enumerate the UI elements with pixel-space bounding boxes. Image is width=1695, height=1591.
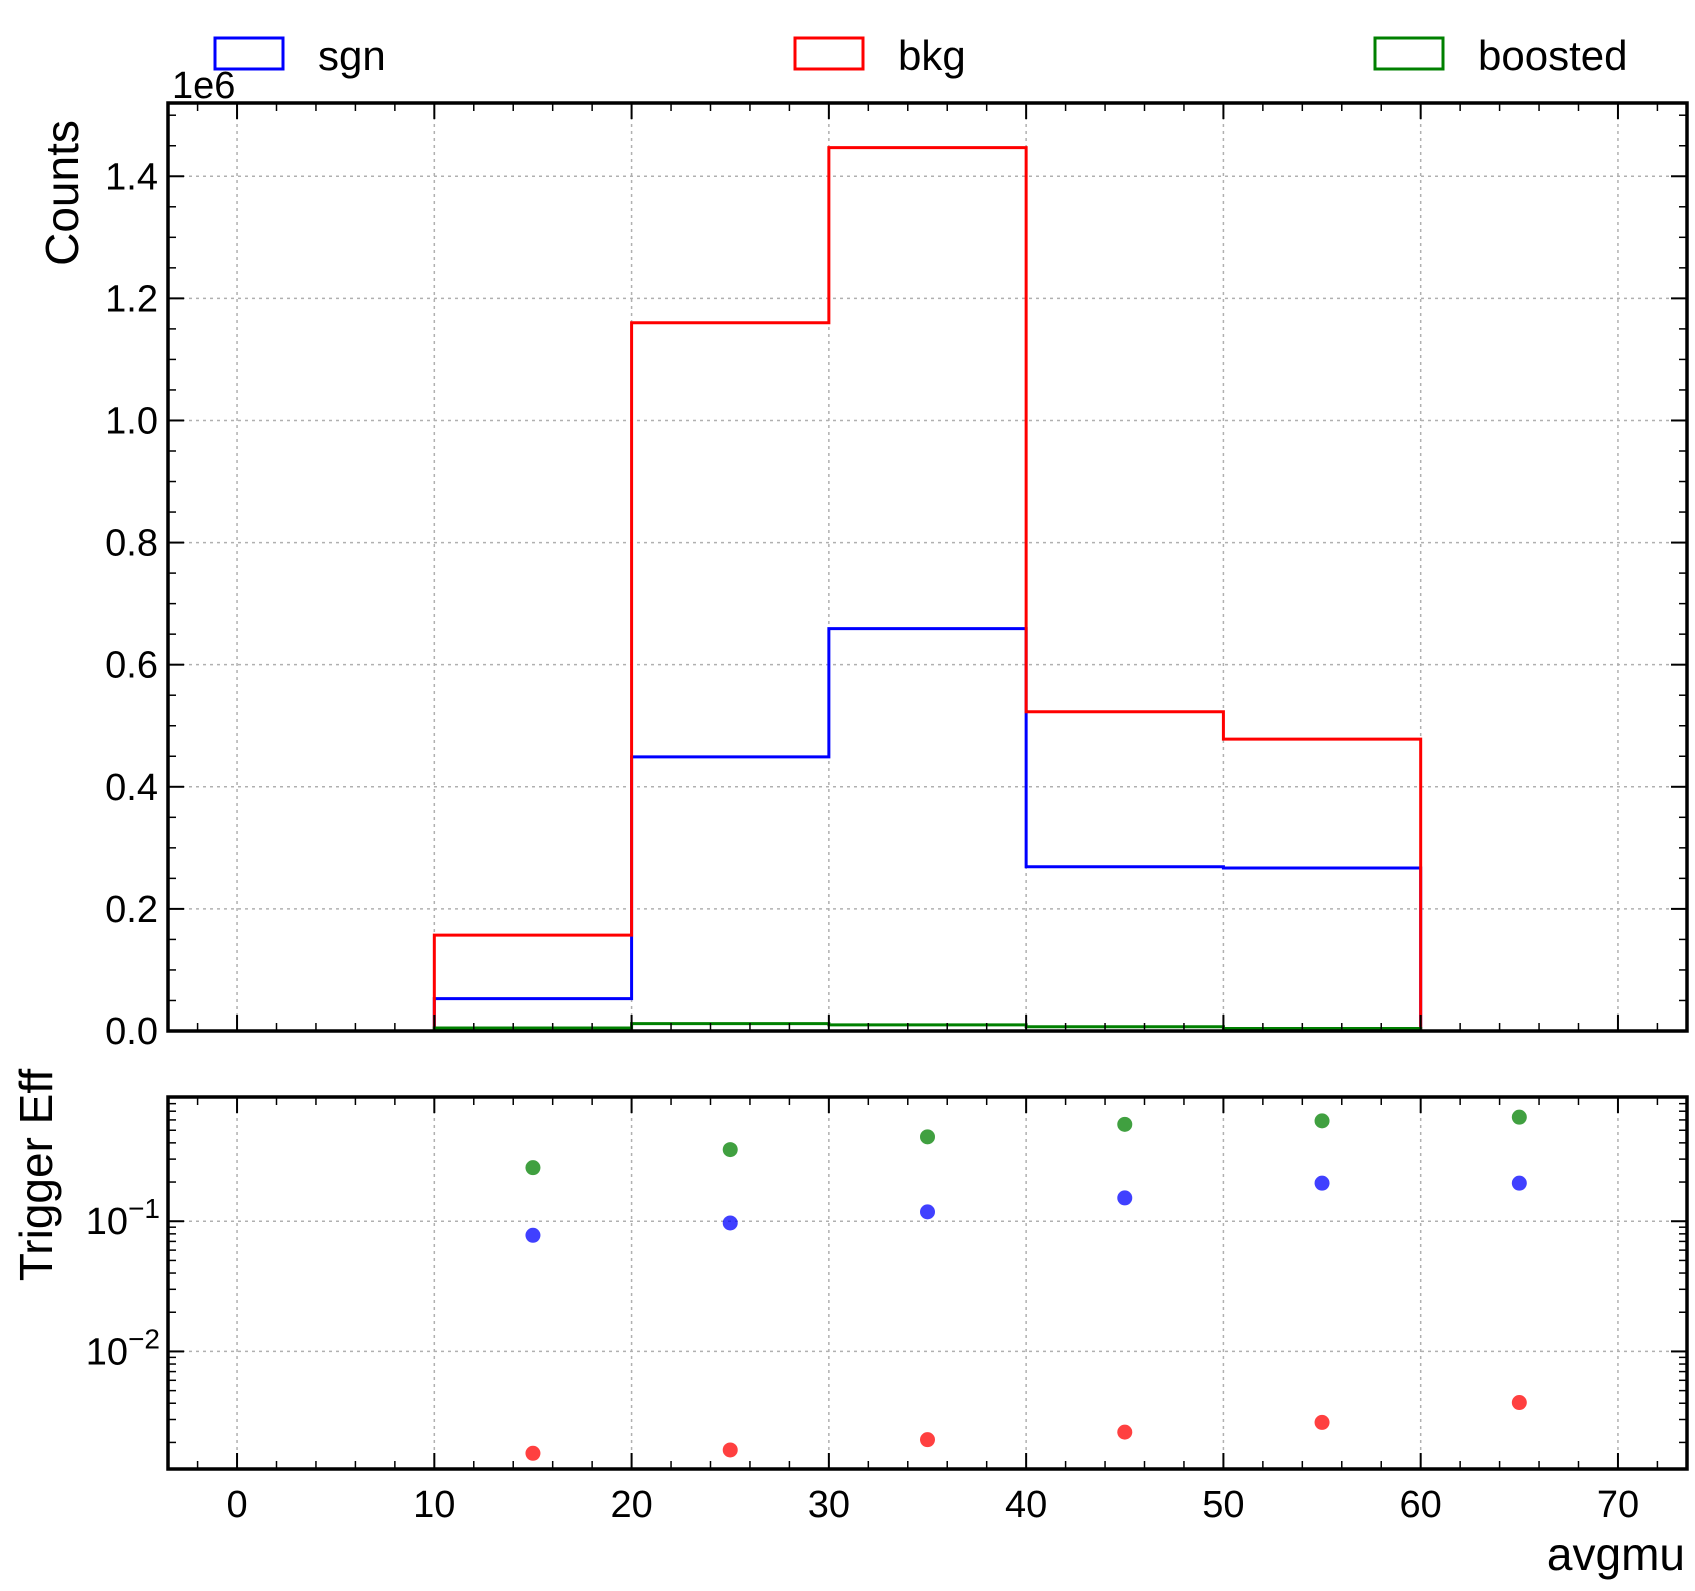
counts-ytick-label-3: 0.6 bbox=[105, 645, 158, 687]
trigger-eff-xlabel: avgmu bbox=[1547, 1528, 1685, 1580]
trigger-eff-xtick-label-0: 0 bbox=[226, 1484, 247, 1526]
counts-ytick-label-6: 1.2 bbox=[105, 278, 158, 320]
counts-ytick-label-7: 1.4 bbox=[105, 156, 158, 198]
counts-grid bbox=[168, 103, 1687, 1032]
trigger-eff-xtick-label-4: 40 bbox=[1005, 1484, 1047, 1526]
legend-label-bkg: bkg bbox=[898, 32, 966, 79]
point-bkg-3 bbox=[1117, 1424, 1133, 1440]
counts-ytick-label-0: 0.0 bbox=[105, 1011, 158, 1053]
point-boosted-3 bbox=[1117, 1116, 1133, 1132]
counts-ytick-label-5: 1.0 bbox=[105, 400, 158, 442]
trigger-eff-xtick-label-6: 60 bbox=[1400, 1484, 1442, 1526]
trigger-eff-frame bbox=[166, 1095, 1689, 1471]
counts-ytick-label-4: 0.8 bbox=[105, 523, 158, 565]
legend-label-boosted: boosted bbox=[1478, 32, 1627, 79]
counts-offset-text: 1e6 bbox=[172, 65, 235, 107]
point-sgn-3 bbox=[1117, 1190, 1133, 1206]
trigger-eff-xtick-label-5: 50 bbox=[1202, 1484, 1244, 1526]
point-boosted-1 bbox=[722, 1142, 738, 1158]
point-boosted-2 bbox=[920, 1129, 935, 1145]
point-sgn-4 bbox=[1314, 1175, 1330, 1191]
point-bkg-5 bbox=[1511, 1395, 1527, 1411]
counts-ylabel: Counts bbox=[36, 120, 88, 266]
point-sgn-5 bbox=[1511, 1175, 1527, 1191]
point-bkg-1 bbox=[722, 1442, 738, 1458]
trigger-eff-ylabel: Trigger Eff bbox=[10, 1069, 62, 1281]
point-sgn-2 bbox=[920, 1204, 935, 1220]
trigger-eff-ytick-label-1: 10−2 bbox=[86, 1323, 160, 1373]
trigger-eff-grid bbox=[168, 1097, 1687, 1469]
counts-ticks: 0.0 0.2 0.4 0.6 0.8 1.0 1.2 1.4 bbox=[105, 103, 1687, 1053]
series-line-boosted bbox=[237, 1022, 1618, 1033]
trigger-eff-ticks: 0 10 20 30 40 50 60 70 10−1 10−2 bbox=[86, 1096, 1687, 1526]
legend-swatch-sgn bbox=[213, 36, 285, 71]
trigger-eff-xtick-label-7: 70 bbox=[1597, 1484, 1639, 1526]
counts-panel: 0.0 0.2 0.4 0.6 0.8 1.0 1.2 1.4 Counts 1e6 bbox=[36, 65, 1689, 1053]
point-sgn-0 bbox=[525, 1227, 541, 1243]
trigger-eff-points bbox=[525, 1109, 1527, 1461]
trigger-eff-xtick-label-1: 10 bbox=[413, 1484, 455, 1526]
series-line-sgn bbox=[237, 627, 1618, 1033]
point-bkg-0 bbox=[525, 1445, 541, 1461]
legend-label-sgn: sgn bbox=[318, 32, 386, 79]
counts-ytick-label-2: 0.4 bbox=[105, 767, 158, 809]
counts-ytick-label-1: 0.2 bbox=[105, 889, 158, 931]
legend-swatch-bkg bbox=[793, 36, 865, 71]
series-line-bkg bbox=[237, 146, 1618, 1033]
counts-series bbox=[237, 146, 1618, 1033]
point-bkg-4 bbox=[1314, 1414, 1330, 1430]
trigger-eff-xtick-label-3: 30 bbox=[808, 1484, 850, 1526]
trigger-eff-xtick-label-2: 20 bbox=[610, 1484, 652, 1526]
legend: sgn bkg boosted bbox=[213, 32, 1627, 79]
counts-frame bbox=[166, 101, 1689, 1033]
point-boosted-4 bbox=[1314, 1113, 1330, 1129]
point-boosted-5 bbox=[1511, 1109, 1527, 1125]
point-boosted-0 bbox=[525, 1160, 541, 1176]
point-sgn-1 bbox=[722, 1215, 738, 1231]
trigger-eff-panel: 0 10 20 30 40 50 60 70 10−1 10−2 Trigger Eff avgm… bbox=[10, 1069, 1689, 1580]
legend-swatch-boosted bbox=[1373, 36, 1445, 71]
point-bkg-2 bbox=[920, 1432, 935, 1448]
trigger-eff-ytick-label-0: 10−1 bbox=[86, 1193, 160, 1243]
